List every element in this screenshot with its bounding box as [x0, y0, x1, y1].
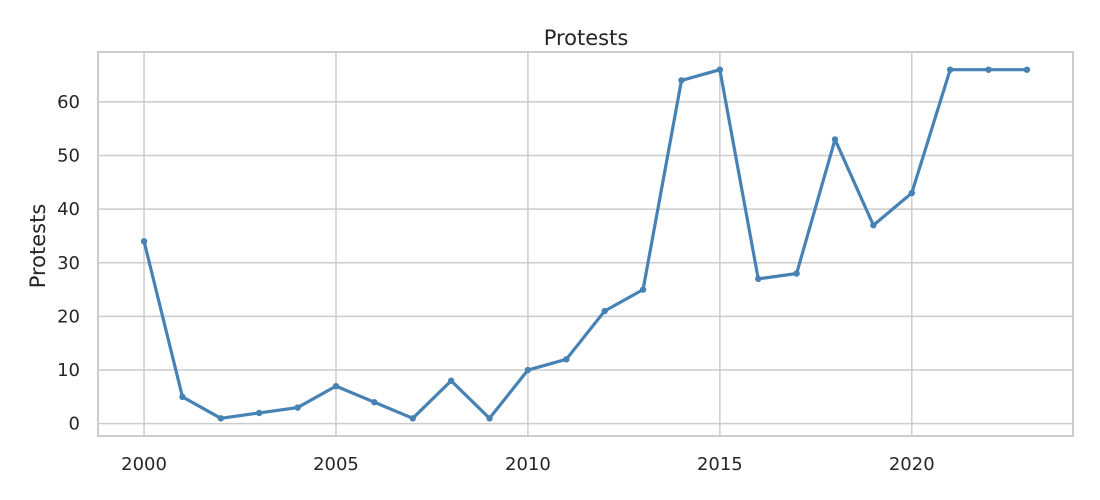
x-tick-label: 2020	[889, 454, 935, 475]
data-point	[524, 366, 532, 374]
data-point	[870, 222, 877, 229]
data-point	[793, 270, 800, 277]
grid-layer	[98, 52, 1073, 436]
chart-title: Protests	[544, 26, 629, 50]
series-layer	[140, 66, 1031, 422]
y-tick-label: 30	[57, 253, 80, 274]
y-tick-label: 40	[57, 199, 80, 220]
x-tick-label: 2000	[121, 454, 167, 475]
data-point	[1023, 66, 1031, 73]
data-point	[908, 189, 915, 197]
data-point	[831, 136, 839, 143]
data-point	[755, 275, 762, 283]
y-tick-label: 0	[69, 414, 80, 435]
data-point	[946, 66, 954, 73]
data-point	[563, 356, 570, 363]
plot-frame	[97, 51, 1074, 437]
x-tick-label: 2005	[313, 454, 359, 475]
x-tick-label: 2015	[697, 454, 743, 475]
data-point	[179, 393, 186, 401]
y-axis-label: Protests	[26, 204, 50, 289]
data-point	[332, 382, 340, 390]
y-tick-label: 20	[57, 306, 80, 327]
data-point	[256, 409, 263, 417]
data-point	[678, 77, 685, 84]
data-point	[294, 404, 301, 411]
y-tick-label: 60	[57, 92, 80, 113]
data-point	[601, 307, 608, 315]
data-point	[217, 415, 225, 422]
data-point	[985, 66, 992, 73]
data-point	[371, 399, 378, 406]
data-point	[639, 286, 647, 293]
data-point	[140, 238, 148, 245]
x-tick-label: 2010	[505, 454, 551, 475]
y-tick-label: 10	[57, 360, 80, 381]
tick-label-layer: 2000 2005 2010 2015 2020 0 10 20 30 40 50 60	[57, 92, 935, 475]
data-point	[486, 415, 493, 422]
data-point	[409, 415, 416, 422]
data-point	[447, 377, 455, 384]
y-tick-label: 50	[57, 146, 80, 167]
data-point	[716, 66, 724, 73]
series-line	[142, 68, 1029, 420]
